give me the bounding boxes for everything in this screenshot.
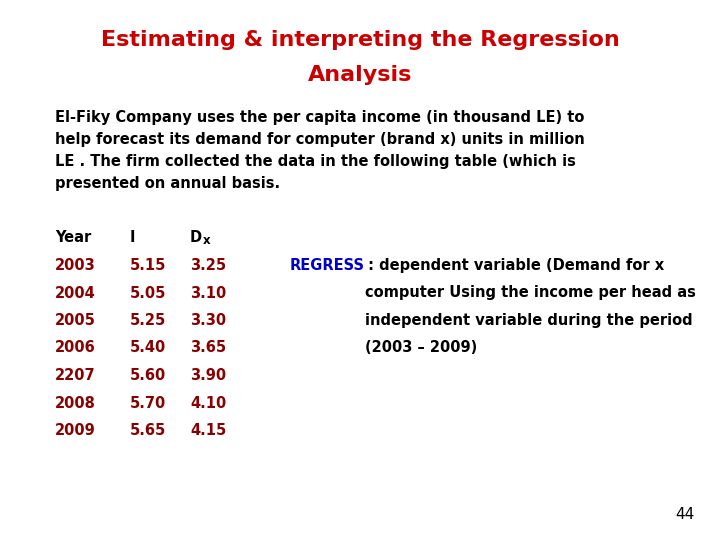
Text: Year: Year	[55, 230, 91, 245]
Text: computer Using the income per head as: computer Using the income per head as	[365, 286, 696, 300]
Text: 3.90: 3.90	[190, 368, 226, 383]
Text: 44: 44	[676, 507, 695, 522]
Text: 5.05: 5.05	[130, 286, 166, 300]
Text: Analysis: Analysis	[308, 65, 412, 85]
Text: I: I	[130, 230, 135, 245]
Text: 4.15: 4.15	[190, 423, 226, 438]
Text: 3.30: 3.30	[190, 313, 226, 328]
Text: 2004: 2004	[55, 286, 96, 300]
Text: 5.40: 5.40	[130, 341, 166, 355]
Text: D: D	[190, 230, 202, 245]
Text: (2003 – 2009): (2003 – 2009)	[365, 341, 477, 355]
Text: 4.10: 4.10	[190, 395, 226, 410]
Text: 2003: 2003	[55, 258, 96, 273]
Text: 2008: 2008	[55, 395, 96, 410]
Text: 5.65: 5.65	[130, 423, 166, 438]
Text: LE . The firm collected the data in the following table (which is: LE . The firm collected the data in the …	[55, 154, 576, 169]
Text: independent variable during the period: independent variable during the period	[365, 313, 693, 328]
Text: 3.25: 3.25	[190, 258, 226, 273]
Text: 5.25: 5.25	[130, 313, 166, 328]
Text: help forecast its demand for computer (brand x) units in million: help forecast its demand for computer (b…	[55, 132, 585, 147]
Text: Estimating & interpreting the Regression: Estimating & interpreting the Regression	[101, 30, 619, 50]
Text: 3.65: 3.65	[190, 341, 226, 355]
Text: 3.10: 3.10	[190, 286, 226, 300]
Text: 2006: 2006	[55, 341, 96, 355]
Text: REGRESS: REGRESS	[290, 258, 365, 273]
Text: 5.15: 5.15	[130, 258, 166, 273]
Text: 2005: 2005	[55, 313, 96, 328]
Text: 5.60: 5.60	[130, 368, 166, 383]
Text: x: x	[203, 234, 211, 247]
Text: 2207: 2207	[55, 368, 96, 383]
Text: 5.70: 5.70	[130, 395, 166, 410]
Text: : dependent variable (Demand for x: : dependent variable (Demand for x	[363, 258, 664, 273]
Text: El-Fiky Company uses the per capita income (in thousand LE) to: El-Fiky Company uses the per capita inco…	[55, 110, 585, 125]
Text: presented on annual basis.: presented on annual basis.	[55, 176, 280, 191]
Text: 2009: 2009	[55, 423, 96, 438]
